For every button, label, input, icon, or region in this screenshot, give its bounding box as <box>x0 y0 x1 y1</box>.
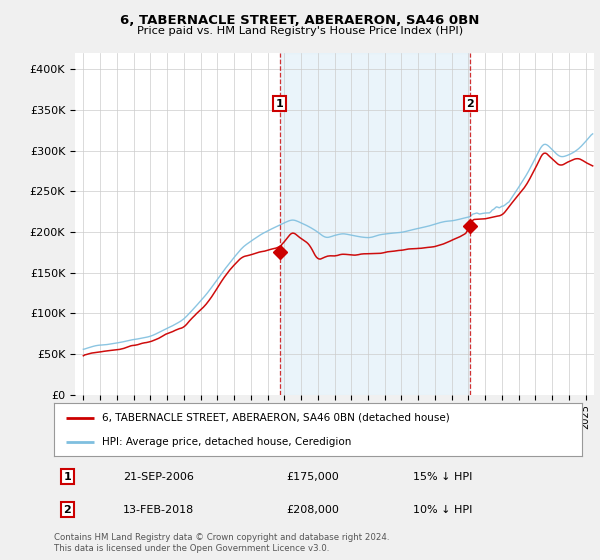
Text: Contains HM Land Registry data © Crown copyright and database right 2024.
This d: Contains HM Land Registry data © Crown c… <box>54 533 389 553</box>
Text: HPI: Average price, detached house, Ceredigion: HPI: Average price, detached house, Cere… <box>101 437 351 447</box>
Text: 6, TABERNACLE STREET, ABERAERON, SA46 0BN (detached house): 6, TABERNACLE STREET, ABERAERON, SA46 0B… <box>101 413 449 423</box>
Text: 13-FEB-2018: 13-FEB-2018 <box>122 505 194 515</box>
Text: 2: 2 <box>467 99 475 109</box>
Text: 1: 1 <box>64 472 71 482</box>
Text: 6, TABERNACLE STREET, ABERAERON, SA46 0BN: 6, TABERNACLE STREET, ABERAERON, SA46 0B… <box>121 14 479 27</box>
Text: 15% ↓ HPI: 15% ↓ HPI <box>413 472 472 482</box>
Text: £208,000: £208,000 <box>286 505 339 515</box>
Bar <box>280 53 470 395</box>
Text: Price paid vs. HM Land Registry's House Price Index (HPI): Price paid vs. HM Land Registry's House … <box>137 26 463 36</box>
Text: £175,000: £175,000 <box>286 472 339 482</box>
Text: 10% ↓ HPI: 10% ↓ HPI <box>413 505 472 515</box>
Text: 1: 1 <box>276 99 283 109</box>
Text: 21-SEP-2006: 21-SEP-2006 <box>122 472 194 482</box>
Text: 2: 2 <box>64 505 71 515</box>
